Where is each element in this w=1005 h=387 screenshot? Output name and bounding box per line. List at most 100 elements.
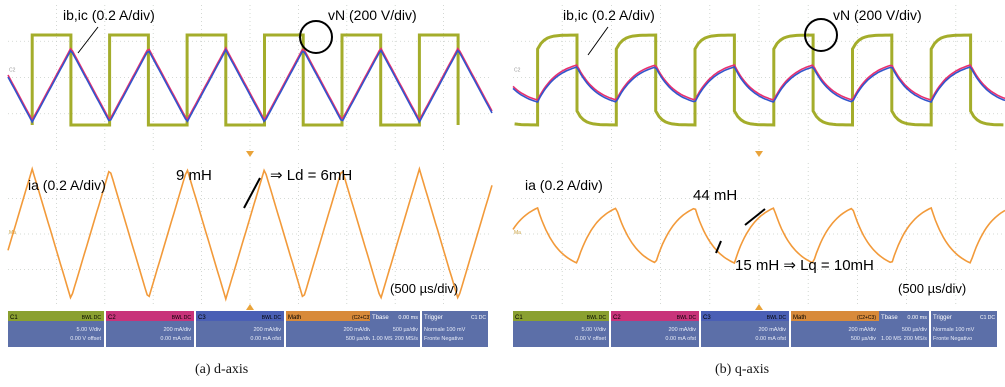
tbase-line1: 500 µs/div — [902, 327, 927, 333]
vN-trace — [514, 33, 1004, 127]
trigger-name: Trigger — [424, 315, 443, 321]
ch1-tag: BWL DC — [587, 315, 607, 321]
ch3-line1: 200 mA/div — [758, 327, 786, 333]
ch3-name: C3 — [198, 315, 206, 321]
trigger-marker — [755, 151, 763, 157]
trigger-box — [422, 311, 488, 347]
ch2-tag: BWL DC — [172, 315, 192, 321]
top-voltage-label: vN (200 V/div) — [833, 7, 922, 23]
tbase-line2: 200 MS/s — [904, 336, 927, 342]
tbase-line2: 200 MS/s — [395, 336, 418, 342]
ch1-header — [8, 311, 104, 321]
ch2-line1: 200 mA/div — [163, 327, 191, 333]
top-current-label: ib,ic (0.2 A/div) — [63, 7, 155, 23]
ch3-header — [701, 311, 789, 321]
math-line1: 200 mA/div — [848, 327, 876, 333]
trigger-marker-bottom — [755, 304, 763, 310]
annotation-Lq: 15 mH ⇒ Lq = 10mH — [735, 257, 874, 274]
bottom-current-label: ia (0.2 A/div) — [525, 177, 603, 193]
caption-b: (b) q-axis — [715, 362, 770, 377]
ch2-header — [611, 311, 699, 321]
ch3-name: C3 — [703, 315, 711, 321]
tbase-name: Tbase — [881, 315, 898, 321]
pointer-line — [587, 26, 609, 56]
trigger-box — [931, 311, 997, 347]
tbase-box — [879, 311, 929, 347]
tbase-box — [370, 311, 420, 347]
trigger-tag: C1 DC — [980, 315, 995, 321]
top-voltage-label: vN (200 V/div) — [328, 7, 417, 23]
trigger-line2: Fronte Negativo — [424, 336, 463, 342]
trigger-name: Trigger — [933, 315, 952, 321]
ic-trace — [512, 66, 1005, 103]
top-current-label: ib,ic (0.2 A/div) — [563, 7, 655, 23]
slope-marker-15 — [715, 240, 722, 254]
annotation-44mH: 44 mH — [693, 187, 737, 204]
ch1-line2: 0.00 V offset — [575, 336, 606, 342]
highlight-circle — [299, 20, 333, 54]
math-line2: 500 µs/div — [851, 336, 876, 342]
math-name: Math — [793, 315, 806, 321]
slope-marker — [243, 177, 261, 209]
math-header — [286, 311, 374, 321]
ch2-tag: BWL DC — [677, 315, 697, 321]
ch1-name: C1 — [515, 315, 523, 321]
ch3-tag: BWL DC — [767, 315, 787, 321]
vN-trace — [30, 33, 460, 127]
bottom-current-label: ia (0.2 A/div) — [28, 177, 106, 193]
math-ref-label: Ma — [514, 230, 521, 236]
tbase-value: 0.00 ms — [907, 315, 927, 321]
ch2-name: C2 — [613, 315, 621, 321]
tbase-extra: 1.00 MS — [372, 336, 393, 342]
tbase-extra: 1.00 MS — [881, 336, 902, 342]
channel-ref-label: C2 — [9, 68, 16, 74]
timebase-label: (500 µs/div) — [898, 281, 966, 296]
status-bar: C1 BWL DC 5.00 V/div 0.00 V offset C2 BWL DC 2… — [513, 311, 997, 347]
scope-panel-b: C2 Ma ib,ic (0.2 A/div) vN (200 V/div) ia (0… — [512, 5, 1005, 347]
ch1-line2: 0.00 V offset — [70, 336, 101, 342]
math-header — [791, 311, 879, 321]
timebase-label: (500 µs/div) — [390, 281, 458, 296]
ch1-header — [513, 311, 609, 321]
ch2-header — [106, 311, 194, 321]
trigger-marker — [246, 151, 254, 157]
ch3-line2: 0.00 mA ofst — [755, 336, 786, 342]
trigger-tag: C1 DC — [471, 315, 486, 321]
channel-ref-label: C2 — [514, 68, 521, 74]
tbase-value: 0.00 ms — [398, 315, 418, 321]
ch1-name: C1 — [10, 315, 18, 321]
ch1-tag: BWL DC — [82, 315, 102, 321]
ch1-line1: 5.00 V/div — [582, 327, 607, 333]
trigger-line1: Normale 100 mV — [424, 327, 466, 333]
ch2-line1: 200 mA/div — [668, 327, 696, 333]
ib-trace — [512, 64, 1005, 101]
caption-a: (a) d-axis — [195, 362, 249, 377]
ia-trace — [7, 166, 493, 302]
annotation-Ld: ⇒ Ld = 6mH — [270, 167, 352, 184]
ib-trace — [7, 46, 493, 122]
math-line2: 500 µs/div — [346, 336, 371, 342]
ch2-line2: 0.00 mA ofst — [665, 336, 696, 342]
ch3-line1: 200 mA/div — [253, 327, 281, 333]
ic-trace — [7, 48, 493, 124]
math-tag: (C2+C3) — [857, 315, 876, 321]
ia-trace — [512, 206, 1005, 265]
slope-marker-44 — [744, 208, 766, 226]
ch2-line2: 0.00 mA ofst — [160, 336, 191, 342]
ch3-tag: BWL DC — [262, 315, 282, 321]
tbase-name: Tbase — [372, 315, 389, 321]
ch2-name: C2 — [108, 315, 116, 321]
pointer-line — [77, 26, 99, 54]
math-tag: (C2+C3) — [352, 315, 371, 321]
trigger-line1: Normale 100 mV — [933, 327, 975, 333]
ch3-line2: 0.00 mA ofst — [250, 336, 281, 342]
bottom-grid — [8, 163, 492, 305]
math-line1: 200 mA/div — [343, 327, 371, 333]
trigger-marker-bottom — [246, 304, 254, 310]
status-bar: C1 BWL DC 5.00 V/div 0.00 V offset C2 BWL DC 2… — [8, 311, 488, 347]
tbase-line1: 500 µs/div — [393, 327, 418, 333]
trigger-line2: Fronte Negativo — [933, 336, 972, 342]
annotation-9mH: 9 mH — [176, 167, 212, 184]
